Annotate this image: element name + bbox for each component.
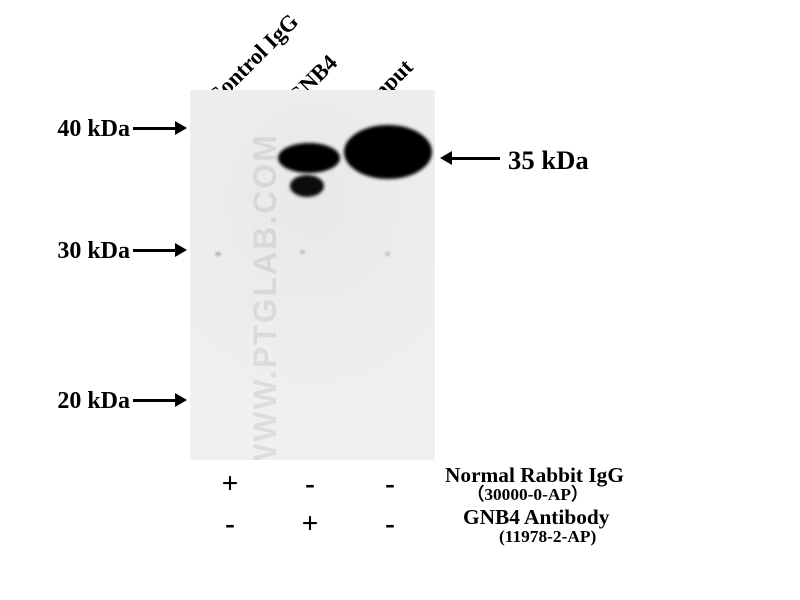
pm-cell: - bbox=[290, 468, 330, 501]
pm-cell: - bbox=[370, 468, 410, 501]
reagent-name: GNB4 Antibody bbox=[463, 505, 609, 529]
blot-speckle bbox=[385, 252, 390, 256]
western-blot-figure: Control IgG GNB4 Input WWW.PTGLAB.COM 40… bbox=[50, 30, 750, 570]
pm-cell: + bbox=[210, 468, 250, 501]
reagent-name: Normal Rabbit IgG bbox=[445, 463, 624, 487]
blot-band bbox=[290, 175, 324, 197]
arrow-line bbox=[133, 399, 175, 402]
blot-speckle bbox=[300, 250, 305, 254]
reagent-normal-rabbit-igg: Normal Rabbit IgG （30000-0-AP） bbox=[445, 464, 624, 505]
arrow-line bbox=[133, 249, 175, 252]
annotation-35kda: 35 kDa bbox=[508, 145, 589, 176]
marker-30kda: 30 kDa bbox=[50, 238, 130, 265]
pm-cell: - bbox=[210, 508, 250, 541]
arrow-line bbox=[133, 127, 175, 130]
blot-band bbox=[344, 125, 432, 179]
marker-40kda: 40 kDa bbox=[50, 116, 130, 143]
arrow-line bbox=[452, 157, 500, 160]
pm-cell: - bbox=[370, 508, 410, 541]
marker-20kda: 20 kDa bbox=[50, 388, 130, 415]
reagent-catalog: (11978-2-AP) bbox=[463, 528, 609, 546]
blot-speckle bbox=[215, 252, 221, 256]
reagent-gnb4-antibody: GNB4 Antibody (11978-2-AP) bbox=[463, 506, 609, 547]
arrow-head-icon bbox=[440, 151, 452, 165]
arrow-head-icon bbox=[175, 243, 187, 257]
arrow-head-icon bbox=[175, 121, 187, 135]
reagent-catalog: （30000-0-AP） bbox=[445, 486, 624, 504]
blot-image: WWW.PTGLAB.COM bbox=[190, 90, 435, 460]
arrow-head-icon bbox=[175, 393, 187, 407]
pm-cell: + bbox=[290, 508, 330, 541]
blot-band bbox=[278, 143, 340, 173]
